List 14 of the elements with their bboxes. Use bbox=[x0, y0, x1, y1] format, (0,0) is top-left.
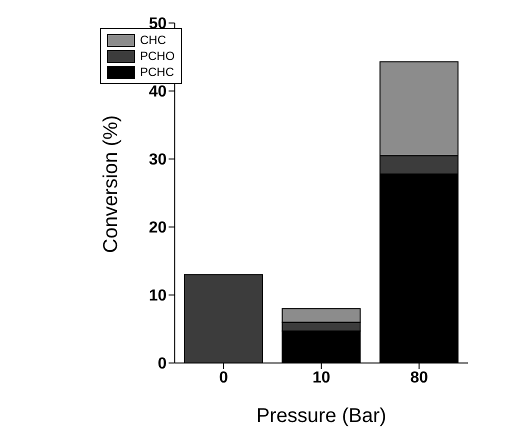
y-tick-label: 40 bbox=[148, 84, 167, 101]
y-tick-label: 10 bbox=[148, 288, 167, 305]
x-tick-label: 0 bbox=[219, 369, 228, 386]
legend-label: PCHO bbox=[139, 48, 175, 64]
legend-label: CHC bbox=[139, 32, 167, 48]
x-tick-label: 80 bbox=[410, 369, 428, 386]
y-axis-title: Conversion (%) bbox=[100, 115, 122, 253]
x-axis-title: Pressure (Bar) bbox=[256, 405, 386, 428]
y-tick-label: 50 bbox=[148, 16, 167, 33]
y-tick-label: 30 bbox=[148, 152, 167, 169]
y-tick-label: 20 bbox=[148, 220, 167, 237]
x-tick-label: 10 bbox=[312, 369, 330, 386]
y-tick-label: 0 bbox=[158, 356, 167, 373]
legend-label: PCHC bbox=[139, 64, 175, 80]
